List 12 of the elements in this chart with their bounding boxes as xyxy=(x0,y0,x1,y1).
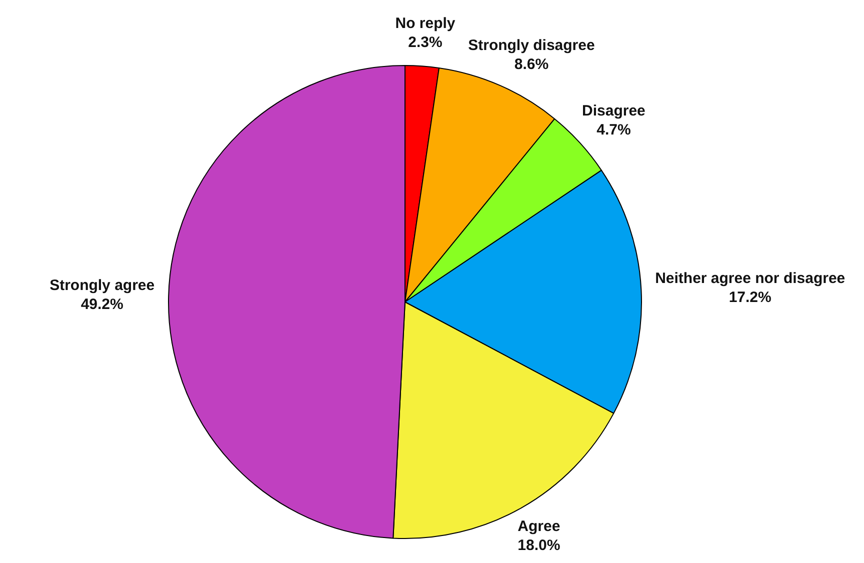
data-label: 18.0% xyxy=(518,537,560,554)
slice-label: Strongly agree xyxy=(50,276,155,294)
data-label: 4.7% xyxy=(596,121,631,138)
data-label: 49.2% xyxy=(80,296,124,313)
slice-label: Disagree xyxy=(582,102,646,120)
slice-label: Agree xyxy=(518,518,560,536)
slice-label: No reply xyxy=(395,14,456,32)
slice-label: Neither agree nor disagree xyxy=(655,270,846,288)
slice-label: Strongly disagree xyxy=(468,36,595,54)
data-label: 17.2% xyxy=(728,289,772,306)
data-label: 8.6% xyxy=(514,56,549,73)
data-label: 2.3% xyxy=(408,34,442,51)
